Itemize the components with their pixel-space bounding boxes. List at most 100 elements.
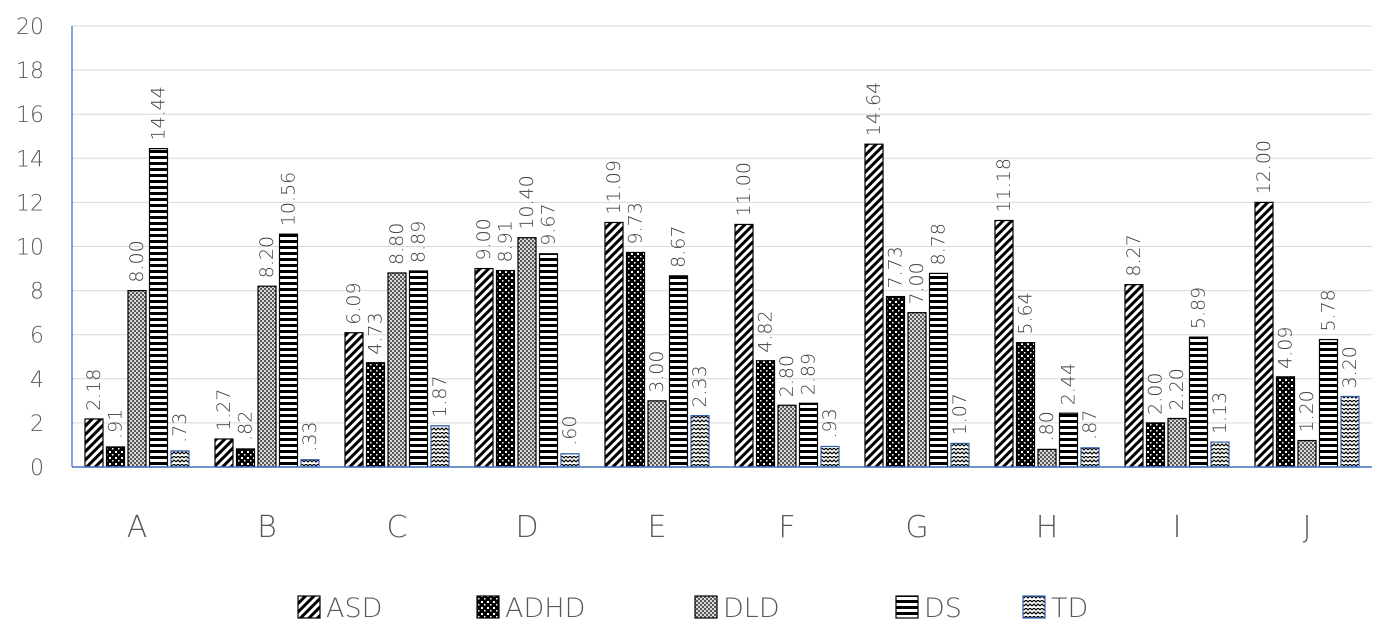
y-tick-label: 16 <box>16 103 44 128</box>
y-tick-label: 8 <box>30 280 44 305</box>
y-tick-label: 14 <box>16 147 44 172</box>
y-tick-label: 2 <box>30 412 44 437</box>
bar-td-f <box>820 445 840 468</box>
data-label: 4.82 <box>755 310 777 352</box>
bar-ds-d <box>538 253 559 468</box>
bar-adhd-e <box>625 251 646 468</box>
data-label: .33 <box>299 422 321 452</box>
bar-ds-c <box>408 270 429 468</box>
data-label: 5.64 <box>1015 292 1037 334</box>
y-tick-label: 18 <box>16 59 44 84</box>
x-category-label: F <box>778 510 795 545</box>
data-label: 1.13 <box>1209 392 1231 434</box>
bar-td-b <box>300 459 320 468</box>
data-label: 10.40 <box>516 175 538 229</box>
bar-dld-d <box>517 237 537 468</box>
bar-ds-f <box>798 402 819 468</box>
y-tick-label: 0 <box>30 456 44 481</box>
data-label: .80 <box>1036 411 1058 441</box>
bar-asd-b <box>214 438 234 468</box>
bar-dld-i <box>1167 417 1187 468</box>
x-category-label: C <box>387 510 408 545</box>
bar-ds-i <box>1188 336 1209 468</box>
data-label: 2.33 <box>689 365 711 407</box>
bar-ds-b <box>278 233 299 468</box>
data-label: 12.00 <box>1253 140 1275 194</box>
data-label: 10.56 <box>278 172 300 226</box>
bar-td-g <box>950 442 970 468</box>
data-label: .93 <box>819 408 841 438</box>
bar-dld-j <box>1297 439 1317 468</box>
x-category-label: G <box>905 510 928 545</box>
data-label: 8.67 <box>668 226 690 268</box>
bar-asd-j <box>1254 201 1274 468</box>
x-category-label: D <box>515 510 538 545</box>
data-label: .87 <box>1079 410 1101 440</box>
bar-adhd-d <box>495 269 516 468</box>
data-label: 14.44 <box>148 86 170 140</box>
data-label: 9.73 <box>625 202 647 244</box>
bars <box>84 143 1360 468</box>
data-label: 8.27 <box>1123 234 1145 276</box>
bar-td-d <box>560 453 580 468</box>
data-label: 2.00 <box>1145 373 1167 415</box>
data-label: 5.78 <box>1318 289 1340 331</box>
bar-td-j <box>1340 395 1360 468</box>
bar-dld-b <box>257 285 277 468</box>
data-label: 11.18 <box>993 158 1015 212</box>
data-label: 5.89 <box>1188 287 1210 329</box>
bar-adhd-f <box>755 360 776 468</box>
data-label: 1.87 <box>429 375 451 417</box>
bar-adhd-g <box>885 295 906 468</box>
x-category-label: I <box>1173 510 1182 545</box>
data-label: 3.00 <box>646 351 668 393</box>
bar-asd-c <box>344 332 364 468</box>
data-label: 2.80 <box>776 355 798 397</box>
bar-dld-g <box>907 312 927 468</box>
y-tick-label: 10 <box>16 236 44 261</box>
y-tick-label: 12 <box>16 191 44 216</box>
bar-asd-a <box>84 418 104 468</box>
bar-td-a <box>170 450 190 468</box>
bar-adhd-i <box>1145 422 1166 468</box>
bar-asd-h <box>994 219 1014 468</box>
data-label: 14.64 <box>863 82 885 136</box>
y-tick-label: 20 <box>16 15 44 40</box>
data-label: 1.07 <box>949 393 971 435</box>
bar-asd-i <box>1124 284 1144 468</box>
data-label: 6.09 <box>343 282 365 324</box>
y-tick-label: 4 <box>30 368 44 393</box>
data-label: 7.00 <box>906 262 928 304</box>
bar-adhd-c <box>365 362 386 468</box>
x-category-label: E <box>648 510 667 545</box>
legend-swatch-asd <box>297 595 321 619</box>
data-label: 8.20 <box>256 236 278 278</box>
data-label: 3.20 <box>1339 346 1361 388</box>
data-label: 9.67 <box>538 203 560 245</box>
data-label: .91 <box>105 409 127 439</box>
data-label: .60 <box>559 416 581 446</box>
bar-adhd-h <box>1015 342 1036 468</box>
bar-asd-e <box>604 221 624 468</box>
x-axis: A B C D E F G H I J <box>72 466 1372 545</box>
data-label: 7.73 <box>885 246 907 288</box>
bar-dld-f <box>777 404 797 468</box>
bar-td-c <box>430 425 450 468</box>
x-category-label: H <box>1036 510 1059 545</box>
data-label: 8.78 <box>928 223 950 265</box>
bar-asd-f <box>734 223 754 468</box>
data-label: 1.20 <box>1296 390 1318 432</box>
legend-swatch-ds <box>895 595 919 619</box>
y-tick-label: 6 <box>30 324 44 349</box>
data-label: 11.00 <box>733 162 755 216</box>
bar-td-e <box>690 415 710 468</box>
legend-label-td: TD <box>1051 593 1088 624</box>
data-label: 8.91 <box>495 220 517 262</box>
data-label: 2.44 <box>1058 363 1080 405</box>
bar-ds-j <box>1318 338 1339 468</box>
data-label: 4.09 <box>1275 327 1297 369</box>
data-label: 2.89 <box>798 353 820 395</box>
legend-label-dld: DLD <box>723 593 780 624</box>
